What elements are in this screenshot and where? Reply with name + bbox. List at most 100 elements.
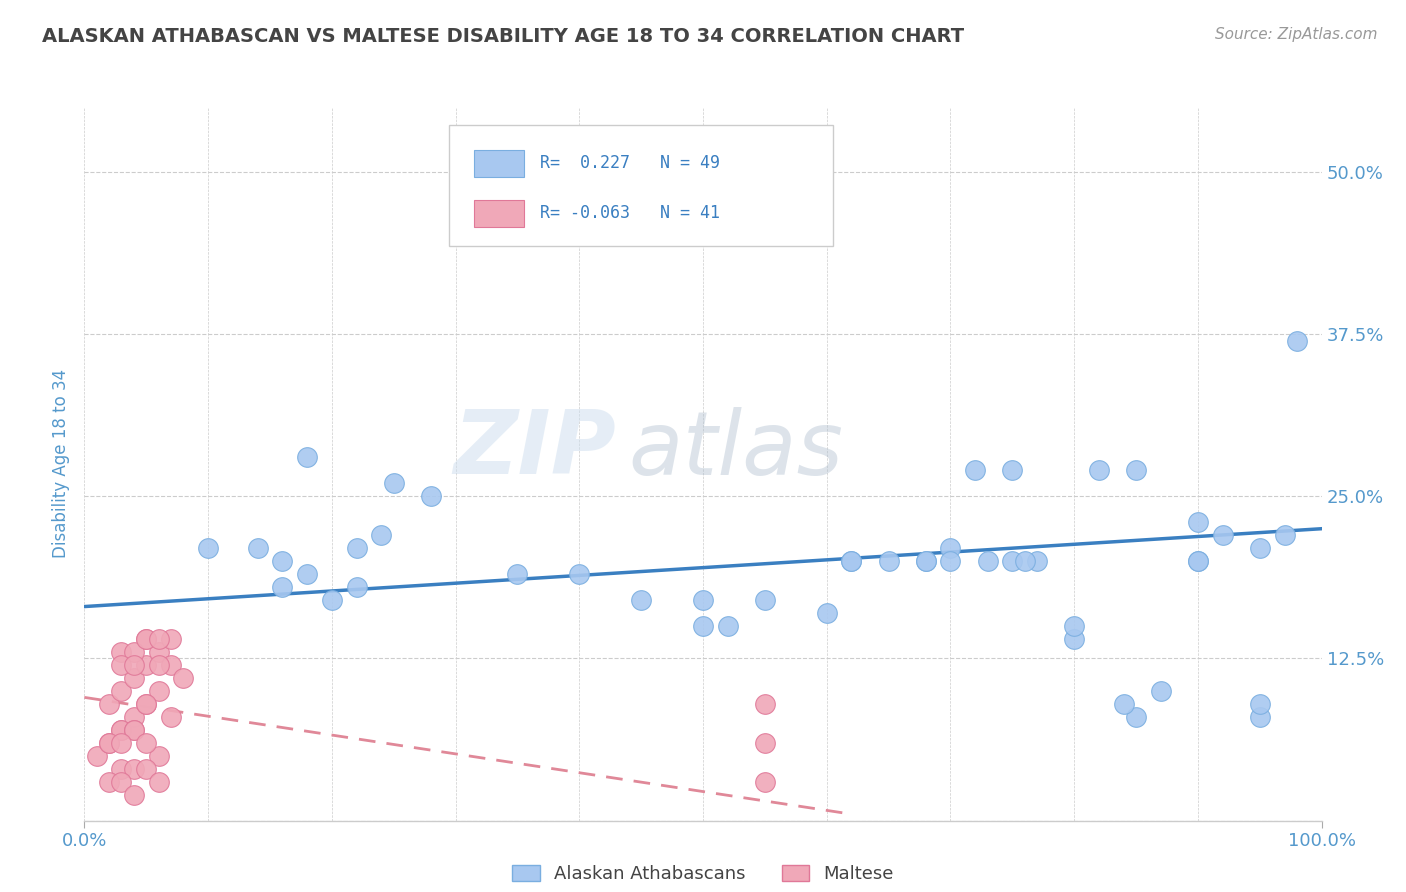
Point [754,593,776,607]
Point [841,554,863,568]
Point [939,554,962,568]
Point [148,632,170,646]
Point [135,657,157,672]
Point [419,489,441,503]
Point [1088,463,1111,477]
Point [172,671,194,685]
Legend: Alaskan Athabascans, Maltese: Alaskan Athabascans, Maltese [505,857,901,890]
Point [1026,554,1049,568]
Point [1249,541,1271,556]
Point [197,541,219,556]
Point [246,541,269,556]
Point [271,580,294,594]
Point [1212,528,1234,542]
Y-axis label: Disability Age 18 to 34: Disability Age 18 to 34 [52,369,70,558]
Point [939,541,962,556]
Point [754,736,776,750]
Point [877,554,900,568]
Point [148,645,170,659]
Point [321,593,343,607]
Point [160,710,183,724]
Point [110,723,132,737]
Point [110,723,132,737]
Point [110,762,132,776]
Point [1249,710,1271,724]
Point [1125,710,1147,724]
Point [110,736,132,750]
FancyBboxPatch shape [474,150,523,177]
Point [122,723,145,737]
Point [815,606,838,620]
Text: atlas: atlas [628,407,844,492]
Point [1063,632,1085,646]
Point [122,657,145,672]
Point [346,580,368,594]
Point [110,645,132,659]
Point [122,710,145,724]
Point [135,736,157,750]
Point [506,567,529,582]
Point [965,463,987,477]
Point [98,774,121,789]
Point [122,762,145,776]
Point [148,774,170,789]
Point [346,541,368,556]
Point [568,567,591,582]
Point [110,657,132,672]
Point [692,593,714,607]
Point [135,762,157,776]
Point [160,657,183,672]
Point [122,723,145,737]
Point [148,748,170,763]
Point [122,645,145,659]
Point [1112,697,1135,711]
FancyBboxPatch shape [450,125,832,246]
FancyBboxPatch shape [474,200,523,227]
Point [717,619,740,633]
Text: R= -0.063   N = 41: R= -0.063 N = 41 [540,203,720,221]
Point [98,697,121,711]
Point [1001,463,1024,477]
Text: ZIP: ZIP [454,406,616,493]
Point [148,684,170,698]
Point [370,528,392,542]
Point [976,554,998,568]
Text: R=  0.227   N = 49: R= 0.227 N = 49 [540,153,720,171]
Point [160,632,183,646]
Point [98,736,121,750]
Point [110,684,132,698]
Point [914,554,936,568]
Point [1187,554,1209,568]
Point [914,554,936,568]
Point [754,697,776,711]
Point [382,476,405,491]
Point [1063,619,1085,633]
Point [122,671,145,685]
Point [135,697,157,711]
Point [135,632,157,646]
Point [1285,334,1308,348]
Point [754,774,776,789]
Point [271,554,294,568]
Point [1249,697,1271,711]
Point [841,554,863,568]
Point [122,788,145,802]
Point [135,697,157,711]
Point [86,748,108,763]
Text: Source: ZipAtlas.com: Source: ZipAtlas.com [1215,27,1378,42]
Point [135,632,157,646]
Point [1125,463,1147,477]
Point [1150,684,1173,698]
Point [295,450,318,465]
Point [1187,554,1209,568]
Point [110,774,132,789]
Point [692,619,714,633]
Text: ALASKAN ATHABASCAN VS MALTESE DISABILITY AGE 18 TO 34 CORRELATION CHART: ALASKAN ATHABASCAN VS MALTESE DISABILITY… [42,27,965,45]
Point [1014,554,1036,568]
Point [1001,554,1024,568]
Point [98,736,121,750]
Point [295,567,318,582]
Point [630,593,652,607]
Point [1187,515,1209,529]
Point [148,657,170,672]
